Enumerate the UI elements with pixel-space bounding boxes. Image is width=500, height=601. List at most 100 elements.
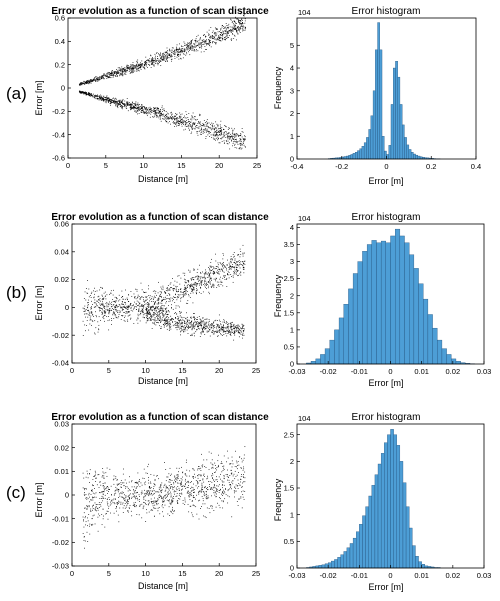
scatter-point	[235, 261, 237, 263]
scatter-point	[166, 496, 168, 497]
scatter-point	[94, 293, 95, 295]
scatter-point	[141, 110, 142, 111]
scatter-point	[198, 493, 200, 495]
scatter-point	[199, 115, 200, 117]
scatter-point	[165, 296, 166, 298]
scatter-point	[110, 306, 112, 308]
scatter-point	[206, 273, 208, 275]
scatter-point	[205, 41, 207, 43]
scatter-point	[153, 485, 155, 487]
scatter-point	[135, 101, 137, 103]
scatter-point	[114, 100, 115, 102]
scatter-point	[139, 486, 141, 488]
scatter-point	[99, 96, 101, 98]
scatter-point	[117, 310, 119, 312]
scatter-point	[157, 62, 158, 64]
scatter-point	[94, 97, 96, 98]
histogram-bar	[397, 76, 401, 160]
scatter-point	[181, 51, 183, 53]
scatter-point	[129, 489, 130, 491]
x-axis-label: Error [m]	[369, 176, 404, 186]
scatter-point	[239, 264, 241, 266]
scatter-point	[209, 335, 211, 337]
scatter-point	[114, 301, 116, 302]
scatter-point	[173, 116, 175, 118]
scatter-point	[233, 29, 235, 30]
scatter-point	[121, 102, 123, 104]
scatter-point	[159, 310, 161, 312]
scatter-point	[155, 319, 157, 321]
scatter-point	[185, 317, 187, 319]
scatter-point	[233, 138, 235, 140]
scatter-point	[136, 300, 138, 302]
scatter-point	[158, 297, 160, 299]
scatter-point	[222, 328, 224, 330]
scatter-point	[161, 296, 162, 298]
scatter-point	[139, 66, 141, 68]
scatter-point	[104, 308, 105, 309]
scatter-point	[89, 95, 91, 97]
scatter-point	[98, 487, 100, 488]
scatter-point	[141, 65, 142, 66]
histogram-bar	[371, 240, 377, 365]
scatter-point	[120, 104, 121, 105]
scatter-point	[193, 279, 195, 281]
histogram-bars	[306, 228, 475, 365]
scatter-point	[94, 470, 96, 472]
scatter-point	[202, 320, 204, 322]
scatter-point	[199, 121, 201, 123]
scatter-point	[182, 53, 184, 55]
scatter-point	[87, 309, 89, 311]
scatter-point	[242, 255, 244, 257]
scatter-point	[167, 494, 168, 496]
scatter-point	[237, 143, 239, 145]
scatter-point	[145, 472, 147, 474]
scatter-point	[223, 26, 225, 27]
scatter-point	[233, 330, 235, 332]
scatter-point	[127, 307, 129, 309]
scatter-point	[165, 51, 167, 53]
scatter-point	[177, 121, 179, 123]
scatter-point	[168, 288, 170, 290]
scatter-point	[85, 330, 86, 332]
scatter-point	[190, 326, 192, 328]
scatter-point	[134, 306, 136, 308]
scatter-point	[112, 100, 114, 101]
scatter-point	[155, 112, 156, 114]
scatter-point	[207, 134, 209, 136]
scatter-point	[187, 124, 189, 126]
scatter-point	[113, 502, 115, 504]
scatter-point	[203, 125, 205, 127]
scatter-point	[235, 141, 237, 143]
scatter-point	[183, 317, 185, 318]
scatter-point	[244, 29, 246, 31]
scatter-point	[111, 500, 113, 502]
scatter-point	[80, 93, 82, 94]
scatter-point	[131, 108, 133, 110]
panel-label-c: (c)	[6, 483, 26, 502]
scatter-point	[203, 120, 205, 121]
scatter-point	[154, 60, 156, 61]
scatter-point	[80, 82, 82, 84]
scatter-point	[176, 289, 177, 291]
scatter-point	[89, 319, 91, 321]
scatter-point	[102, 288, 103, 289]
scatter-point	[153, 319, 155, 321]
scatter-point	[146, 298, 148, 300]
scatter-point	[183, 329, 185, 330]
scatter-point	[160, 309, 162, 311]
scatter-point	[142, 299, 144, 301]
scatter-point	[223, 484, 225, 486]
scatter-point	[85, 521, 87, 523]
scatter-point	[166, 51, 168, 53]
scatter-point	[162, 108, 164, 110]
scatter-point	[169, 294, 171, 296]
scatter-point	[220, 127, 222, 129]
scatter-point	[104, 310, 106, 312]
scatter-point	[172, 325, 174, 327]
scatter-point	[112, 74, 114, 76]
scatter-point	[196, 40, 198, 42]
scatter-point	[160, 496, 162, 498]
scatter-point	[231, 139, 233, 141]
scatter-point	[93, 78, 95, 80]
